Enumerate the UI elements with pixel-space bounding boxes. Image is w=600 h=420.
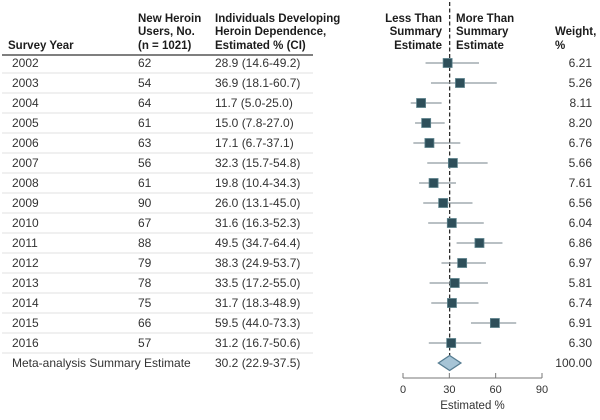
cell-survey-year: 2016: [12, 336, 39, 350]
x-axis-tick-label: 90: [536, 384, 548, 396]
cell-estimate-ci: 15.0 (7.8-27.0): [215, 116, 294, 130]
cell-survey-year: 2013: [12, 276, 39, 290]
cell-estimate-ci: 36.9 (18.1-60.7): [215, 76, 301, 90]
cell-users-no: 64: [138, 96, 152, 110]
cell-users-no: 56: [138, 156, 152, 170]
cell-weight: 5.66: [568, 156, 592, 170]
x-axis-tick-label: 0: [400, 384, 406, 396]
cell-users-no: 67: [138, 216, 152, 230]
cell-survey-year: 2005: [12, 116, 39, 130]
cell-weight: 6.97: [568, 256, 592, 270]
cell-survey-year: 2008: [12, 176, 39, 190]
cell-survey-year: 2004: [12, 96, 39, 110]
table-row: 2010 67 31.6 (16.3-52.3) 6.04: [0, 213, 600, 233]
table-row: 2005 61 15.0 (7.8-27.0) 8.20: [0, 113, 600, 133]
table-row: 2012 79 38.3 (24.9-53.7) 6.97: [0, 253, 600, 273]
table-row: 2013 78 33.5 (17.2-55.0) 5.81: [0, 273, 600, 293]
cell-estimate-ci: 31.7 (18.3-48.9): [215, 296, 301, 310]
cell-estimate-ci: 59.5 (44.0-73.3): [215, 316, 301, 330]
x-axis-tick-label: 30: [443, 384, 455, 396]
table-row: 2014 75 31.7 (18.3-48.9) 6.74: [0, 293, 600, 313]
summary-row-label: Meta-analysis Summary Estimate: [12, 356, 191, 370]
cell-weight: 7.61: [568, 176, 592, 190]
cell-estimate-ci: 11.7 (5.0-25.0): [215, 96, 293, 110]
cell-estimate-ci: 19.8 (10.4-34.3): [215, 176, 301, 190]
cell-estimate-ci: 32.3 (15.7-54.8): [215, 156, 301, 170]
header-estimated-ci: Individuals Developing Heroin Dependence…: [215, 12, 341, 52]
cell-weight: 6.30: [568, 336, 592, 350]
cell-weight: 6.91: [568, 316, 592, 330]
cell-weight: 6.56: [568, 196, 592, 210]
table-row: 2004 64 11.7 (5.0-25.0) 8.11: [0, 93, 600, 113]
header-more-than-summary: More Than Summary Estimate: [456, 12, 515, 52]
cell-weight: 6.74: [568, 296, 592, 310]
table-row: 2016 57 31.2 (16.7-50.6) 6.30: [0, 333, 600, 353]
cell-estimate-ci: 30.2 (22.9-37.5): [215, 356, 301, 370]
cell-weight: 8.11: [569, 96, 592, 110]
cell-estimate-ci: 31.2 (16.7-50.6): [215, 336, 301, 350]
cell-users-no: 57: [138, 336, 152, 350]
cell-weight: 5.81: [568, 276, 592, 290]
cell-users-no: 61: [138, 176, 152, 190]
cell-users-no: 90: [138, 196, 152, 210]
cell-weight: 5.26: [568, 76, 592, 90]
table-row: 2008 61 19.8 (10.4-34.3) 7.61: [0, 173, 600, 193]
cell-users-no: 62: [138, 56, 152, 70]
header-new-heroin-users: New Heroin Users, No. (n = 1021): [138, 12, 202, 52]
header-less-than-summary: Less Than Summary Estimate: [385, 12, 442, 52]
cell-survey-year: 2014: [12, 296, 39, 310]
cell-estimate-ci: 28.9 (14.6-49.2): [215, 56, 301, 70]
cell-estimate-ci: 33.5 (17.2-55.0): [215, 276, 301, 290]
cell-users-no: 63: [138, 136, 152, 150]
cell-survey-year: 2002: [12, 56, 39, 70]
cell-weight: 100.00: [555, 356, 592, 370]
cell-survey-year: 2006: [12, 136, 39, 150]
cell-estimate-ci: 49.5 (34.7-64.4): [215, 236, 301, 250]
cell-survey-year: 2012: [12, 256, 39, 270]
cell-survey-year: 2003: [12, 76, 39, 90]
cell-users-no: 88: [138, 236, 152, 250]
cell-estimate-ci: 26.0 (13.1-45.0): [215, 196, 301, 210]
cell-users-no: 78: [138, 276, 152, 290]
table-row: 2002 62 28.9 (14.6-49.2) 6.21: [0, 53, 600, 73]
cell-survey-year: 2011: [12, 236, 38, 250]
x-axis-label: Estimated %: [440, 400, 505, 412]
cell-survey-year: 2015: [12, 316, 39, 330]
cell-estimate-ci: 38.3 (24.9-53.7): [215, 256, 301, 270]
cell-users-no: 75: [138, 296, 152, 310]
cell-estimate-ci: 17.1 (6.7-37.1): [215, 136, 294, 150]
cell-users-no: 61: [138, 116, 152, 130]
header-weight: Weight, %: [555, 26, 597, 52]
cell-estimate-ci: 31.6 (16.3-52.3): [215, 216, 301, 230]
cell-survey-year: 2007: [12, 156, 39, 170]
cell-weight: 8.20: [568, 116, 592, 130]
table-row: 2009 90 26.0 (13.1-45.0) 6.56: [0, 193, 600, 213]
header-survey-year: Survey Year: [8, 39, 74, 52]
table-row: 2006 63 17.1 (6.7-37.1) 6.76: [0, 133, 600, 153]
table-row: 2007 56 32.3 (15.7-54.8) 5.66: [0, 153, 600, 173]
table-row: 2003 54 36.9 (18.1-60.7) 5.26: [0, 73, 600, 93]
table-row: 2015 66 59.5 (44.0-73.3) 6.91: [0, 313, 600, 333]
cell-users-no: 79: [138, 256, 152, 270]
cell-users-no: 66: [138, 316, 152, 330]
cell-weight: 6.86: [568, 236, 592, 250]
table-row: 2011 88 49.5 (34.7-64.4) 6.86: [0, 233, 600, 253]
cell-survey-year: 2009: [12, 196, 39, 210]
cell-survey-year: 2010: [12, 216, 39, 230]
cell-weight: 6.04: [568, 216, 592, 230]
cell-users-no: 54: [138, 76, 152, 90]
x-axis-tick-label: 60: [490, 384, 502, 396]
table-row: Meta-analysis Summary Estimate 30.2 (22.9…: [0, 353, 600, 373]
cell-weight: 6.76: [568, 136, 592, 150]
cell-weight: 6.21: [568, 56, 592, 70]
